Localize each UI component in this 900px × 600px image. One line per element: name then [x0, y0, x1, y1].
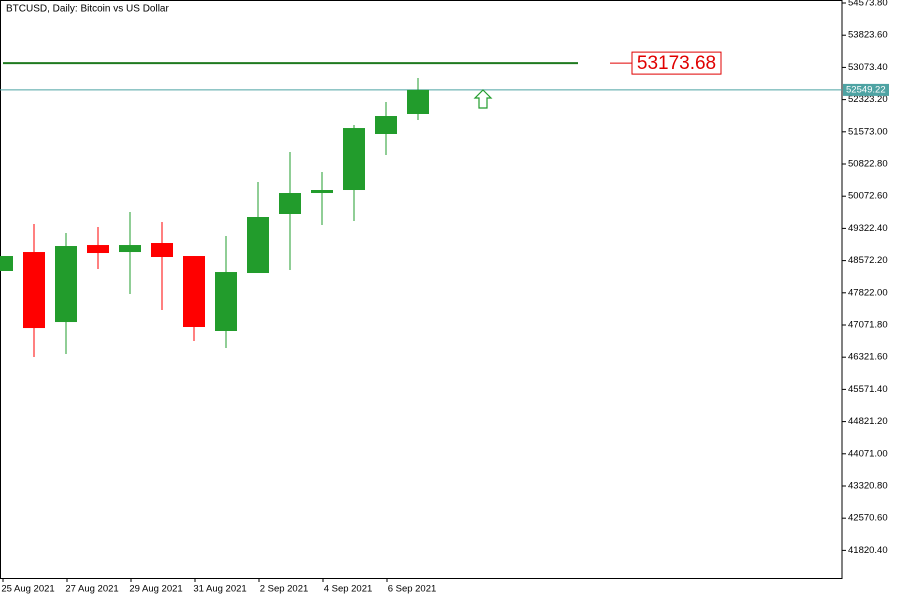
candle-body: [215, 272, 237, 331]
candle-body: [55, 246, 77, 323]
candle-body: [0, 256, 13, 271]
x-tick-label: 25 Aug 2021: [1, 584, 54, 595]
y-tick-label: 44071.00: [848, 448, 888, 459]
y-tick-label: 50822.80: [848, 159, 888, 170]
chart-title: BTCUSD, Daily: Bitcoin vs US Dollar: [6, 4, 169, 15]
candle-body: [407, 89, 429, 114]
level-callout-label: 53173.68: [637, 53, 716, 74]
x-tick-label: 31 Aug 2021: [193, 584, 246, 595]
candle-body: [23, 252, 45, 329]
candle-body: [343, 128, 365, 191]
y-tick-label: 53073.40: [848, 62, 888, 73]
candle-body: [375, 116, 397, 134]
candle-body: [311, 190, 333, 194]
candle-body: [87, 245, 109, 254]
candle-body: [183, 256, 205, 328]
y-tick-label: 52323.20: [848, 94, 888, 105]
y-tick-label: 54573.80: [848, 0, 888, 9]
last-price-tag: [843, 83, 889, 96]
y-tick-label: 41820.40: [848, 545, 888, 556]
x-tick-label: 2 Sep 2021: [260, 584, 309, 595]
y-tick-label: 51573.00: [848, 126, 888, 137]
plot-area: 53173.68: [0, 51, 842, 358]
plot-frame: [0, 0, 843, 579]
y-tick-label: 53823.60: [848, 30, 888, 41]
y-tick-label: 50072.60: [848, 191, 888, 202]
y-tick-label: 45571.40: [848, 384, 888, 395]
candle-body: [151, 243, 173, 258]
y-tick-label: 47822.00: [848, 287, 888, 298]
y-tick-label: 47071.80: [848, 320, 888, 331]
y-tick-label: 48572.20: [848, 255, 888, 266]
x-tick-label: 27 Aug 2021: [65, 584, 118, 595]
y-tick-label: 44821.20: [848, 416, 888, 427]
y-tick-label: 46321.60: [848, 352, 888, 363]
last-price-label: 52549.22: [846, 84, 886, 95]
candle-body: [247, 217, 269, 274]
candle-body: [119, 245, 141, 253]
candle-body: [279, 193, 301, 214]
buy-arrow: [473, 89, 493, 109]
x-tick-label: 6 Sep 2021: [388, 584, 437, 595]
x-tick-label: 4 Sep 2021: [324, 584, 373, 595]
x-tick-label: 29 Aug 2021: [129, 584, 182, 595]
y-tick-label: 43320.80: [848, 481, 888, 492]
y-tick-label: 42570.60: [848, 513, 888, 524]
y-tick-label: 49322.40: [848, 223, 888, 234]
level-callout-box: [631, 51, 722, 75]
